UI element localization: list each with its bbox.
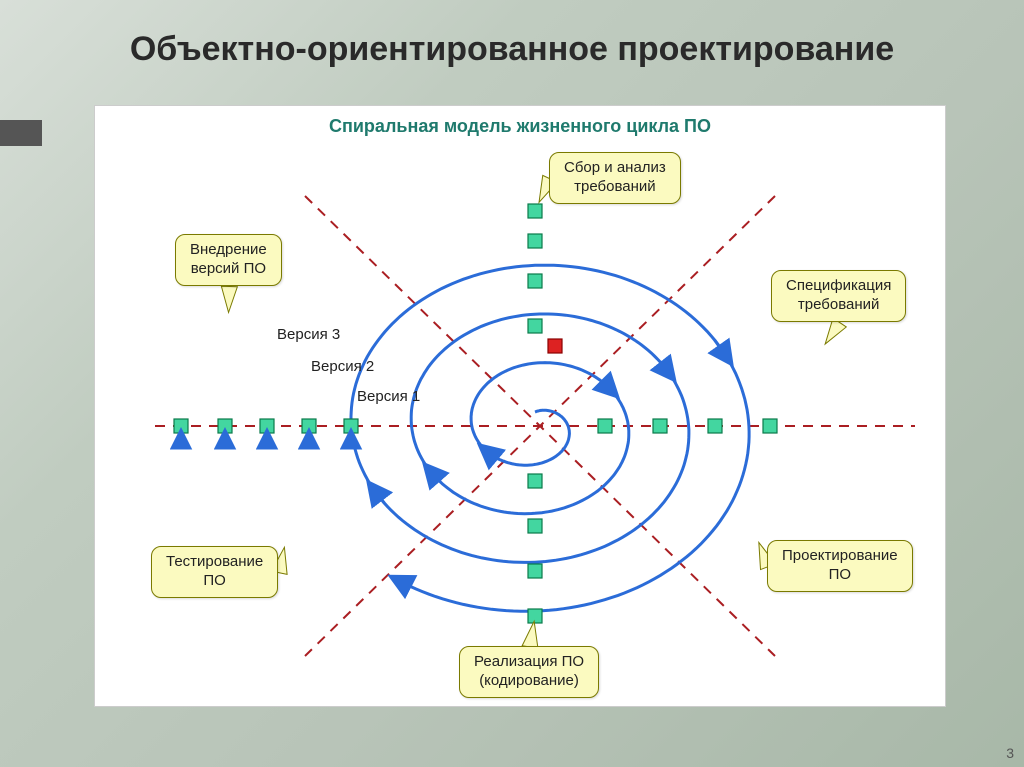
callout-deployment: Внедрение версий ПО xyxy=(175,234,282,286)
diagram-panel: Спиральная модель жизненного цикла ПО Ве… xyxy=(94,105,946,707)
callout-coding: Реализация ПО (кодирование) xyxy=(459,646,599,698)
callout-requirements-analysis: Сбор и анализ требований xyxy=(549,152,681,204)
page-title: Объектно-ориентированное проектирование xyxy=(0,30,1024,69)
spiral-diagram xyxy=(95,106,945,706)
version-label: Версия 3 xyxy=(277,326,340,343)
side-decor xyxy=(0,120,42,146)
callout-design: Проектирование ПО xyxy=(767,540,913,592)
version-label: Версия 1 xyxy=(357,388,420,405)
page-number: 3 xyxy=(1006,745,1014,761)
callout-spec: Спецификация требований xyxy=(771,270,906,322)
version-label: Версия 2 xyxy=(311,358,374,375)
callout-testing: Тестирование ПО xyxy=(151,546,278,598)
diagram-svg-holder xyxy=(95,106,945,706)
